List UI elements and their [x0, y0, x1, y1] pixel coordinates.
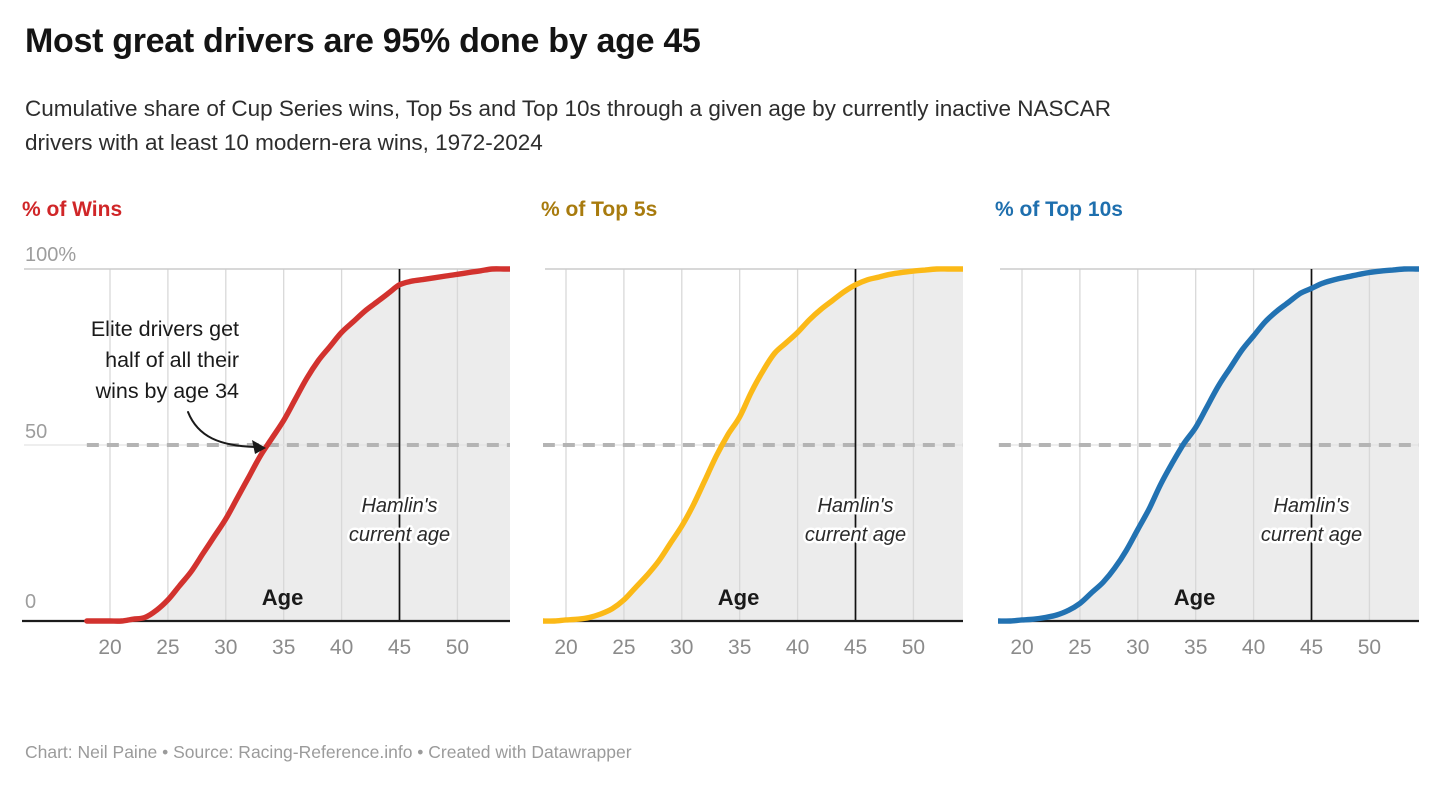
annotation-arrowhead: [252, 440, 266, 454]
x-tick-label-40: 40: [786, 636, 809, 659]
age-axis-label: Age: [718, 585, 760, 610]
x-tick-label-45: 45: [844, 636, 867, 659]
hamlin-age-label-line-1: Hamlin's: [817, 495, 893, 517]
x-tick-label-35: 35: [728, 636, 751, 659]
chart-subtitle-line-2: drivers with at least 10 modern-era wins…: [25, 130, 543, 155]
x-tick-label-50: 50: [902, 636, 925, 659]
x-tick-label-45: 45: [1300, 636, 1323, 659]
hamlin-age-label-line-1: Hamlin's: [361, 495, 437, 517]
chart-footer-credit: Chart: Neil Paine • Source: Racing-Refer…: [25, 742, 632, 762]
x-tick-label-25: 25: [612, 636, 635, 659]
y-tick-label-100: 100%: [25, 245, 76, 266]
x-tick-label-50: 50: [446, 636, 469, 659]
x-tick-label-20: 20: [98, 636, 121, 659]
x-tick-label-30: 30: [1126, 636, 1149, 659]
hamlin-age-label-line-2: current age: [349, 524, 450, 546]
x-tick-label-40: 40: [1242, 636, 1265, 659]
panel-chart-top10s: 20 25 30 35 40 45 50 Age Hamlin's current age: [998, 266, 1419, 659]
x-tick-label-40: 40: [330, 636, 353, 659]
hamlin-age-label-line-1: Hamlin's: [1273, 495, 1349, 517]
annotation-text-line-2: half of all their: [105, 348, 239, 372]
panel-title-top10s: % of Top 10s: [995, 198, 1123, 221]
panel-chart-top5s: 20 25 30 35 40 45 50 Age Hamlin's current age: [543, 266, 963, 659]
panel-title-wins: % of Wins: [22, 198, 123, 221]
x-tick-label-50: 50: [1358, 636, 1381, 659]
x-tick-label-25: 25: [156, 636, 179, 659]
annotation-text-line-1: Elite drivers get: [91, 317, 239, 341]
y-tick-label-50: 50: [25, 421, 47, 443]
x-tick-label-45: 45: [388, 636, 411, 659]
chart-title: Most great drivers are 95% done by age 4…: [25, 22, 701, 60]
x-tick-label-30: 30: [670, 636, 693, 659]
series-curve: [543, 266, 963, 624]
annotation-arrow: [187, 411, 257, 448]
x-tick-label-30: 30: [214, 636, 237, 659]
chart-subtitle-line-1: Cumulative share of Cup Series wins, Top…: [25, 96, 1111, 121]
x-tick-label-20: 20: [554, 636, 577, 659]
x-tick-label-20: 20: [1010, 636, 1033, 659]
annotation-text-line-3: wins by age 34: [95, 379, 239, 403]
age-axis-label: Age: [262, 585, 304, 610]
hamlin-age-label-line-2: current age: [805, 524, 906, 546]
x-tick-label-35: 35: [272, 636, 295, 659]
panel-title-top5s: % of Top 5s: [541, 198, 658, 221]
age-axis-label: Age: [1174, 585, 1216, 610]
chart-subtitle: Cumulative share of Cup Series wins, Top…: [25, 92, 1111, 160]
hamlin-age-label-line-2: current age: [1261, 524, 1362, 546]
series-curve: [998, 266, 1419, 624]
panel-chart-wins: 20 25 30 35 40 45 50 Age Hamlin's current age 100%…: [22, 245, 510, 659]
series-curve: [84, 266, 510, 624]
x-tick-label-35: 35: [1184, 636, 1207, 659]
x-tick-label-25: 25: [1068, 636, 1091, 659]
y-tick-label-0: 0: [25, 591, 36, 613]
